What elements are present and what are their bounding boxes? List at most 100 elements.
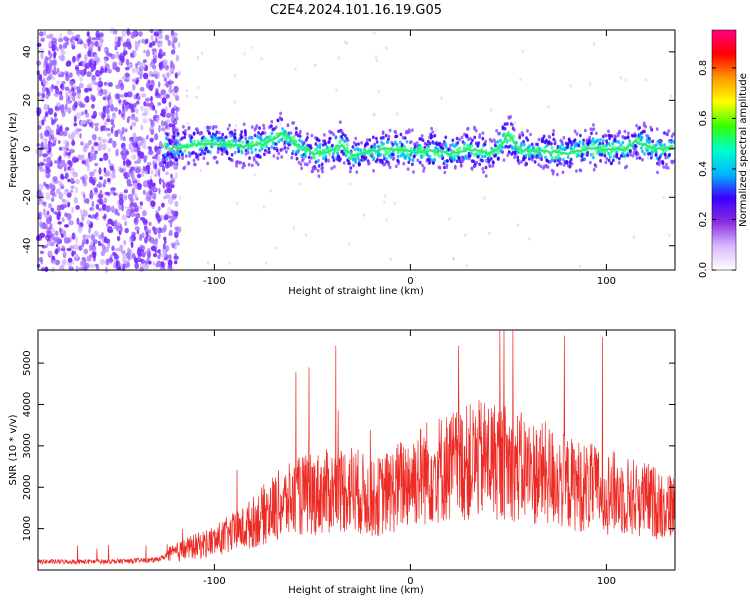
heatmap-cell	[162, 165, 166, 172]
heatmap-cell	[185, 163, 188, 167]
heatmap-cell	[176, 132, 180, 136]
heatmap-xlabel: Height of straight line (km)	[288, 286, 424, 297]
heatmap-cell	[58, 128, 64, 137]
heatmap-cell	[585, 138, 589, 142]
heatmap-cell	[223, 149, 226, 154]
heatmap-cell	[173, 164, 179, 170]
heatmap-cell	[338, 120, 342, 124]
heatmap-cell	[100, 250, 106, 257]
heatmap-cell	[142, 72, 149, 80]
heatmap-cell	[229, 134, 233, 138]
heatmap-cell	[511, 123, 514, 127]
heatmap-cell	[495, 129, 498, 133]
heatmap-cell	[592, 123, 595, 127]
heatmap-cell	[269, 134, 272, 139]
heatmap-cell	[618, 130, 622, 135]
heatmap-cell	[105, 258, 110, 266]
heatmap-cell	[100, 125, 104, 132]
heatmap-cell	[45, 67, 52, 75]
heatmap-cell	[354, 136, 358, 141]
heatmap-cell	[604, 160, 608, 165]
heatmap-cell	[88, 139, 92, 146]
heatmap-cell	[446, 159, 449, 163]
heatmap-cell	[88, 44, 94, 49]
heatmap-cell	[403, 144, 407, 149]
heatmap-cell	[110, 187, 115, 195]
heatmap-cell	[117, 247, 123, 252]
heatmap-cell	[53, 51, 57, 57]
heatmap-cell	[157, 169, 161, 178]
heatmap-cell	[150, 34, 154, 41]
heatmap-cell	[548, 135, 552, 139]
heatmap-cell	[215, 160, 219, 165]
heatmap-cell	[49, 142, 53, 148]
heatmap-cell	[365, 141, 369, 145]
heatmap-cell	[38, 213, 41, 218]
heatmap-cell	[89, 60, 93, 68]
heatmap-cell	[472, 159, 476, 164]
heatmap-cell	[513, 155, 516, 160]
heatmap-cell	[120, 52, 124, 57]
heatmap-cell	[629, 153, 633, 157]
heatmap-cell	[539, 164, 543, 169]
colorbar-tick-label: 0.6	[698, 110, 709, 126]
heatmap-cell	[135, 108, 139, 114]
heatmap-cell	[234, 124, 238, 128]
heatmap-cell	[75, 186, 78, 194]
heatmap-cell	[554, 155, 558, 160]
heatmap-cell	[640, 146, 643, 150]
heatmap-cell	[648, 151, 652, 156]
heatmap-cell	[69, 245, 75, 250]
heatmap-xtick-label: -100	[203, 276, 226, 287]
heatmap-cell	[324, 154, 328, 159]
heatmap-cell	[143, 180, 148, 188]
heatmap-cell	[529, 132, 532, 137]
heatmap-cell	[658, 138, 662, 143]
heatmap-cell	[108, 98, 113, 106]
heatmap-cell	[537, 137, 541, 142]
heatmap-cell	[129, 198, 135, 202]
heatmap-cell	[533, 152, 537, 156]
heatmap-cell	[70, 185, 75, 189]
heatmap-cell	[262, 123, 265, 128]
heatmap-cell	[185, 89, 188, 93]
heatmap-cell	[384, 133, 388, 138]
heatmap-cell	[533, 160, 537, 164]
heatmap-cell	[206, 261, 210, 265]
heatmap-cell	[110, 205, 115, 213]
heatmap-cell	[280, 155, 284, 159]
heatmap-cell	[182, 166, 186, 171]
heatmap-cell	[107, 218, 113, 225]
heatmap-cell	[104, 191, 110, 196]
heatmap-cell	[254, 148, 257, 152]
heatmap-cell	[302, 157, 305, 161]
heatmap-cell	[568, 164, 572, 169]
heatmap-cell	[431, 140, 435, 144]
heatmap-cell	[224, 135, 228, 139]
heatmap-cell	[43, 31, 47, 36]
heatmap-cell	[470, 144, 474, 148]
heatmap-cell	[60, 233, 64, 238]
heatmap-cell	[428, 155, 432, 159]
heatmap-cell	[349, 166, 353, 170]
heatmap-cell	[152, 104, 156, 111]
heatmap-cell	[522, 143, 526, 147]
heatmap-cell	[557, 153, 561, 158]
heatmap-cell	[177, 42, 181, 49]
heatmap-cell	[45, 243, 49, 248]
heatmap-cell	[112, 113, 117, 121]
heatmap-cell	[246, 150, 250, 155]
heatmap-cell	[226, 127, 230, 131]
heatmap-cell	[103, 179, 107, 185]
heatmap-cell	[279, 122, 282, 126]
heatmap-cell	[569, 145, 573, 150]
heatmap-cell	[590, 143, 594, 147]
heatmap-cell	[352, 163, 355, 168]
heatmap-cell	[98, 77, 102, 81]
heatmap-cell	[59, 32, 62, 38]
heatmap-cell	[99, 176, 103, 181]
heatmap-cell	[240, 150, 244, 155]
heatmap-cell	[314, 166, 318, 171]
heatmap-cell	[142, 189, 146, 195]
heatmap-cell	[70, 177, 75, 183]
